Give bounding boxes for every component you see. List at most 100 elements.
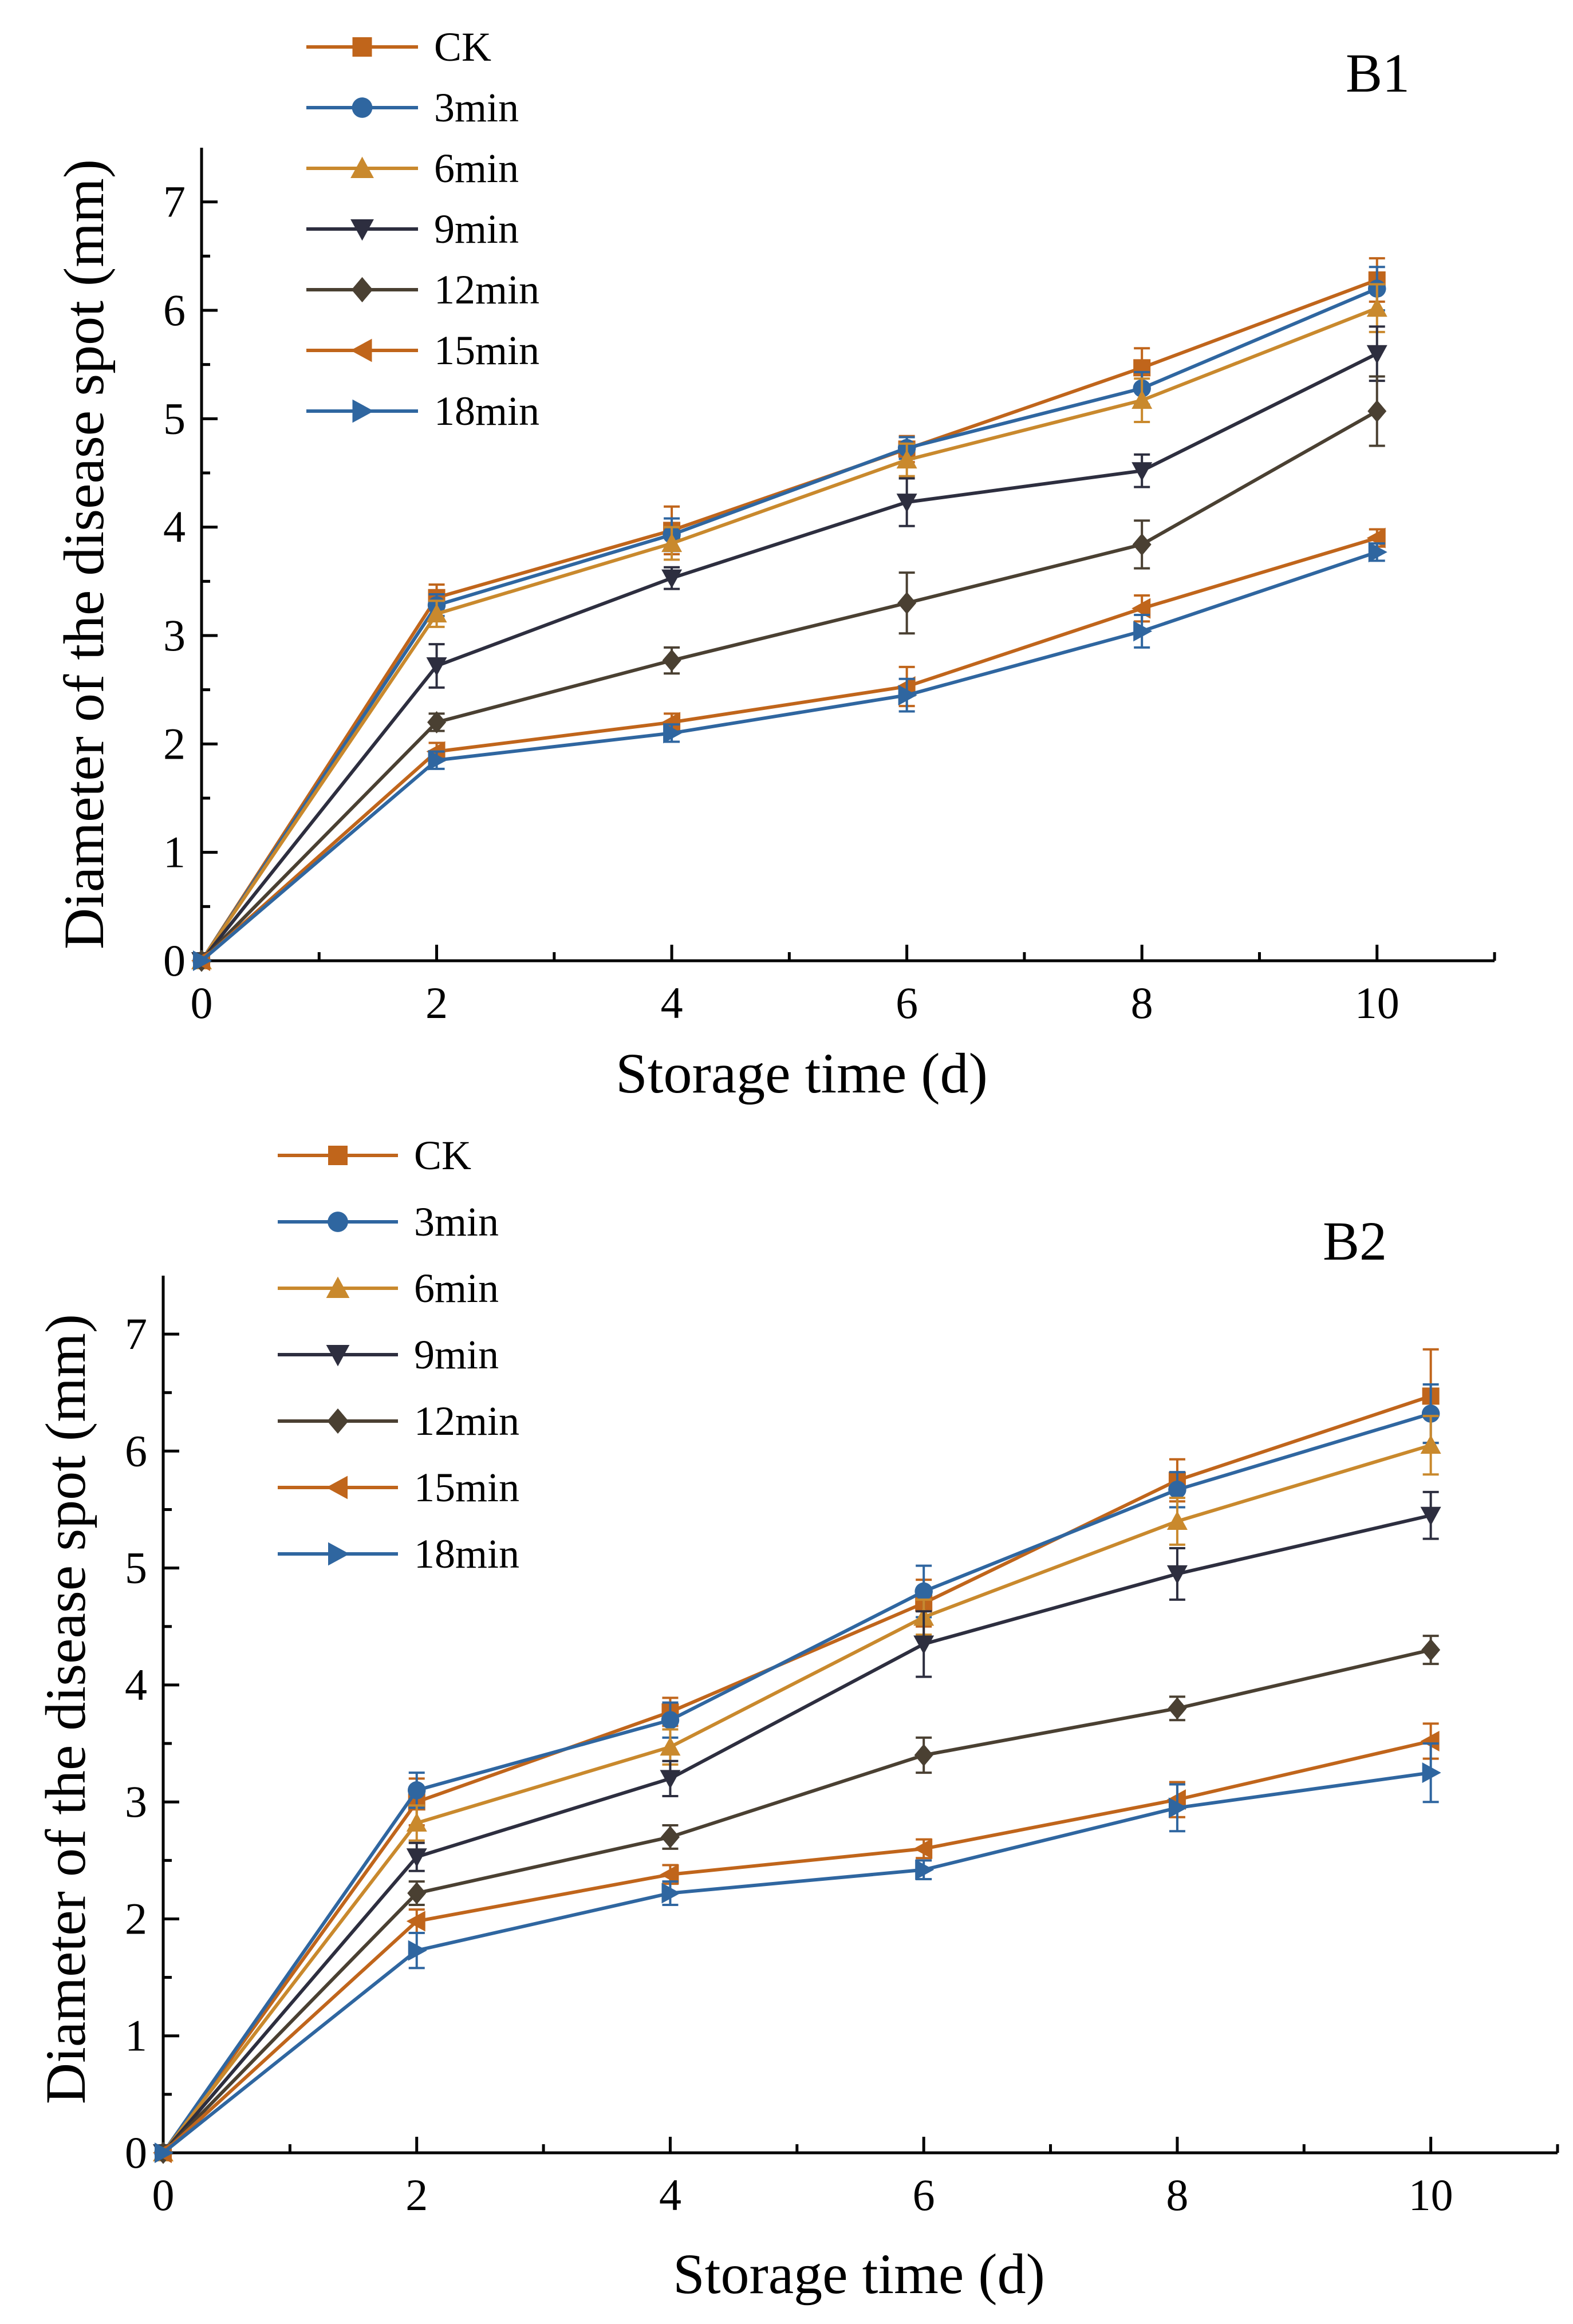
b2-series-line — [161, 1739, 1432, 2155]
b1-y-tick-label: 4 — [163, 502, 186, 552]
b1-legend-marker — [350, 338, 372, 362]
b1-series-line — [200, 287, 1378, 962]
b2-series-12min — [153, 1635, 1441, 2164]
b2-data-point — [913, 1635, 935, 1655]
b1-data-point — [193, 950, 212, 971]
b2-legend-entry: 12min — [278, 1398, 519, 1444]
b1-legend-entry: 15min — [306, 328, 539, 373]
b2-y-tick-label: 6 — [125, 1426, 147, 1475]
b1-series-line — [200, 306, 1378, 962]
b2-y-tick-label: 4 — [125, 1660, 147, 1710]
b2-series-CK — [155, 1348, 1440, 2161]
b1-legend-entry: CK — [306, 24, 491, 70]
b1-series-line — [200, 409, 1378, 962]
b1-x-tick-label: 4 — [661, 978, 683, 1028]
b2-data-point — [406, 1812, 427, 1832]
b2-legend-marker — [328, 1542, 350, 1566]
b1-legend-entry: 18min — [306, 388, 539, 434]
b1-data-point — [1368, 542, 1387, 563]
b1-legend-entry: 12min — [306, 267, 539, 313]
b1-legend-label: 15min — [434, 328, 539, 373]
b1-x-tick-label: 0 — [191, 978, 213, 1028]
b1-legend-label: 18min — [434, 388, 539, 434]
b2-data-point — [407, 1781, 426, 1800]
b1-legend-marker — [352, 399, 374, 423]
b2-data-point — [661, 1883, 681, 1904]
b2-series-line — [161, 1443, 1432, 2154]
b2-legend-marker — [326, 1345, 350, 1367]
b2-legend-marker — [328, 1146, 348, 1165]
b2-data-point — [913, 1838, 933, 1859]
b1-legend-label: 9min — [434, 206, 519, 252]
b1-legend-label: 6min — [434, 145, 519, 191]
b1-y-tick-label: 3 — [163, 610, 186, 660]
b1-data-point — [1132, 598, 1151, 619]
b2-legend-marker — [328, 1212, 348, 1232]
b2-legend-entry: CK — [278, 1133, 471, 1178]
b1-data-point — [428, 749, 447, 771]
b2-y-axis-title: Diameter of the disease spot (mm) — [34, 1314, 97, 2104]
b1-legend-marker — [351, 277, 373, 303]
b1-data-point — [898, 685, 917, 706]
b1-data-point — [661, 569, 683, 589]
b2-legend-entry: 9min — [278, 1332, 499, 1378]
b2-series-9min — [153, 1490, 1441, 2163]
b2-data-point — [660, 1825, 680, 1848]
b2-legend-marker — [327, 1408, 349, 1434]
b2-data-point — [1168, 1481, 1186, 1499]
b1-data-point — [1133, 621, 1153, 642]
b2-x-tick-label: 10 — [1409, 2170, 1453, 2220]
b2-data-point — [660, 1737, 681, 1756]
b1-y-tick-label: 2 — [163, 719, 186, 768]
b2-x-tick-label: 8 — [1166, 2170, 1188, 2220]
b2-data-point — [406, 1848, 427, 1868]
b1-legend-marker — [352, 97, 373, 118]
b2-data-point — [914, 1582, 933, 1601]
b2-data-point — [1421, 1639, 1441, 1662]
b2-y-tick-label: 0 — [125, 2128, 147, 2177]
b2-y-tick-label: 1 — [125, 2011, 147, 2061]
b1-series-line — [200, 550, 1378, 962]
b2-data-point — [406, 1911, 425, 1932]
b2-data-point — [660, 1770, 681, 1789]
b2-data-point — [407, 1882, 427, 1905]
b1-y-tick-label: 5 — [163, 393, 186, 443]
chart-panel-b1: 0 1 2 3 4 5 6 7 0 2 4 6 8 10 Diameter of the disease s… — [52, 24, 1496, 1105]
b2-data-point — [1422, 1762, 1441, 1784]
b2-legend-marker — [326, 1475, 348, 1500]
b2-legend-label: 3min — [414, 1199, 499, 1245]
b1-data-point — [1132, 533, 1152, 556]
b1-legend-entry: 3min — [306, 85, 519, 131]
b1-x-tick-label: 6 — [896, 978, 918, 1028]
b2-legend-label: 6min — [414, 1265, 499, 1311]
b1-legend-marker — [350, 156, 374, 178]
b1-y-tick-label: 6 — [163, 285, 186, 335]
b1-data-point — [896, 449, 917, 469]
b2-y-tick-label: 3 — [125, 1777, 147, 1826]
b1-panel-label: B1 — [1346, 42, 1410, 104]
b1-y-tick-label: 7 — [163, 177, 186, 227]
b1-series-line — [200, 278, 1378, 962]
b1-data-point — [661, 533, 683, 553]
b2-legend-entry: 3min — [278, 1199, 499, 1245]
b2-data-point — [1420, 1730, 1440, 1751]
b1-data-point — [662, 649, 681, 672]
b2-data-point — [1168, 1797, 1188, 1818]
b2-x-tick-label: 6 — [913, 2170, 935, 2220]
b1-y-tick-label: 1 — [163, 827, 186, 877]
b2-data-point — [1168, 1697, 1187, 1720]
b1-series-18min — [193, 542, 1387, 971]
b1-legend-label: 12min — [434, 267, 539, 313]
b2-series-3min — [154, 1383, 1440, 2162]
b1-legend-label: CK — [434, 24, 491, 70]
b1-series-line — [200, 536, 1378, 962]
b2-legend-entry: 15min — [278, 1465, 519, 1510]
b2-data-point — [1166, 1510, 1188, 1530]
b1-legend-entry: 9min — [306, 206, 519, 252]
b2-series-line — [161, 1394, 1432, 2154]
b1-data-point — [426, 603, 447, 623]
b2-data-point — [660, 1864, 679, 1885]
b1-x-axis-title: Storage time (d) — [616, 1041, 988, 1105]
b1-legend-marker — [350, 219, 374, 241]
b2-x-tick-label: 4 — [659, 2170, 681, 2220]
